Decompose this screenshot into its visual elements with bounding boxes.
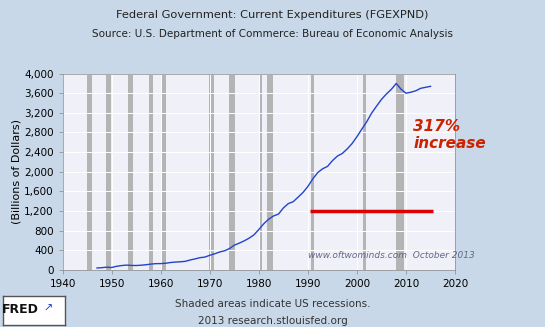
Bar [267, 74, 273, 270]
Bar [149, 74, 153, 270]
Text: FRED: FRED [2, 303, 39, 316]
Text: Source: U.S. Department of Commerce: Bureau of Economic Analysis: Source: U.S. Department of Commerce: Bur… [92, 29, 453, 40]
Text: Federal Government: Current Expenditures (FGEXPND): Federal Government: Current Expenditures… [116, 10, 429, 20]
Text: 2013 research.stlouisfed.org: 2013 research.stlouisfed.org [198, 316, 347, 326]
Text: 317%
increase: 317% increase [414, 119, 486, 151]
Bar [129, 74, 134, 270]
Bar [311, 74, 314, 270]
Bar [229, 74, 235, 270]
Bar [162, 74, 166, 270]
Bar [396, 74, 404, 270]
Text: ↗: ↗ [43, 304, 52, 314]
Y-axis label: (Billions of Dollars): (Billions of Dollars) [11, 119, 21, 224]
Text: Shaded areas indicate US recessions.: Shaded areas indicate US recessions. [175, 299, 370, 309]
Bar [259, 74, 262, 270]
Bar [106, 74, 111, 270]
Text: www.oftwominds.com  October 2013: www.oftwominds.com October 2013 [308, 251, 475, 260]
Bar [363, 74, 366, 270]
Bar [87, 74, 92, 270]
Bar [209, 74, 214, 270]
